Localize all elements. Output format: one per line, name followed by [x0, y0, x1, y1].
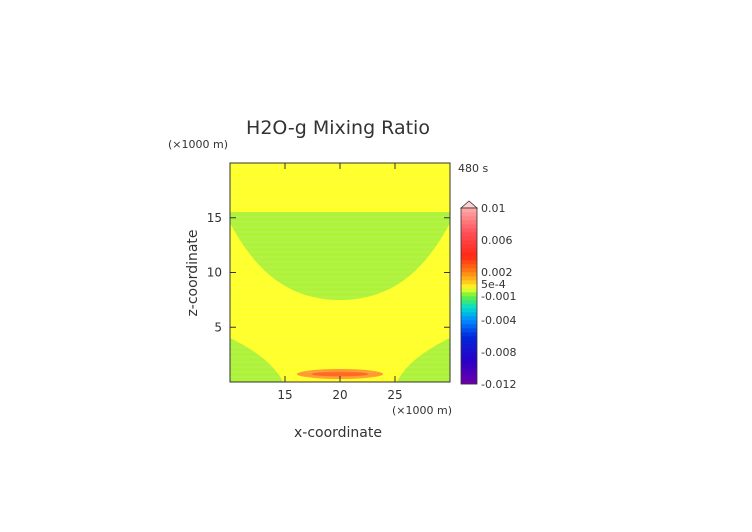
colorbar-bands — [461, 208, 477, 385]
colorbar-label: -0.012 — [481, 378, 516, 391]
y-tick-label: 5 — [214, 320, 222, 334]
x-tick-label: 20 — [332, 388, 347, 402]
colorbar-band — [461, 344, 477, 349]
region-lower-left — [230, 338, 283, 382]
colorbar-band — [461, 312, 477, 317]
colorbar-label: 0.002 — [481, 266, 513, 279]
colorbar-band — [461, 340, 477, 345]
colorbar-label: 0.01 — [481, 202, 506, 215]
x-tick-label: 25 — [387, 388, 402, 402]
colorbar-band — [461, 220, 477, 225]
colorbar-band — [461, 376, 477, 381]
colorbar-band — [461, 364, 477, 369]
colorbar-band — [461, 296, 477, 301]
colorbar-band — [461, 240, 477, 245]
colorbar-band — [461, 280, 477, 285]
colorbar-band — [461, 272, 477, 277]
colorbar-band — [461, 348, 477, 353]
colorbar-band — [461, 336, 477, 341]
colorbar-band — [461, 224, 477, 229]
x-tick-label: 15 — [277, 388, 292, 402]
colorbar-band — [461, 248, 477, 253]
colorbar-label: 0.006 — [481, 234, 513, 247]
colorbar-band — [461, 244, 477, 249]
colorbar-label: -0.004 — [481, 314, 516, 327]
colorbar-band — [461, 292, 477, 297]
y-ticks: 5 10 15 — [207, 211, 450, 334]
colorbar-frame — [460, 207, 478, 385]
colorbar-label: -0.001 — [481, 290, 516, 303]
region-lower-right — [397, 338, 450, 382]
colorbar-band — [461, 232, 477, 237]
y-tick-label: 15 — [207, 211, 222, 225]
colorbar-band — [461, 216, 477, 221]
colorbar-band — [461, 320, 477, 325]
colorbar-band — [461, 256, 477, 261]
x-axis-label: x-coordinate — [294, 425, 382, 441]
colorbar-band — [461, 276, 477, 281]
colorbar-band — [461, 328, 477, 333]
colorbar-band — [461, 332, 477, 337]
colorbar-band — [461, 308, 477, 313]
colorbar-band — [461, 300, 477, 305]
y-axis-label: z-coordinate — [185, 229, 201, 316]
chart-title: H2O-g Mixing Ratio — [246, 117, 430, 139]
y-tick-label: 10 — [207, 266, 222, 280]
colorbar-band — [461, 380, 477, 385]
colorbar-band — [461, 264, 477, 269]
colorbar-band — [461, 352, 477, 357]
colorbar-band — [461, 288, 477, 293]
colorbar-band — [461, 304, 477, 309]
colorbar-band — [461, 356, 477, 361]
colorbar-over-arrow — [459, 200, 479, 209]
colorbar-band — [461, 268, 477, 273]
colorbar-band — [461, 236, 477, 241]
colorbar-band — [461, 228, 477, 233]
colorbar-band — [461, 284, 477, 289]
colorbar-band — [461, 368, 477, 373]
time-label: 480 s — [458, 162, 488, 175]
colorbar-band — [461, 252, 477, 257]
colorbar-band — [461, 212, 477, 217]
x-ticks: 15 20 25 — [277, 163, 403, 402]
region-surface-source-inner — [312, 371, 368, 377]
colorbar-band — [461, 260, 477, 265]
colorbar-band — [461, 360, 477, 365]
colorbar-label: -0.008 — [481, 346, 516, 359]
colorbar-label: 5e-4 — [481, 278, 506, 291]
y-unit-label: (×1000 m) — [168, 138, 228, 151]
colorbar-band — [461, 208, 477, 213]
colorbar-band — [461, 316, 477, 321]
colorbar-band — [461, 324, 477, 329]
x-unit-label: (×1000 m) — [392, 404, 452, 417]
region-upper-trough — [230, 212, 450, 300]
colorbar-band — [461, 372, 477, 377]
plot-area — [230, 163, 450, 382]
